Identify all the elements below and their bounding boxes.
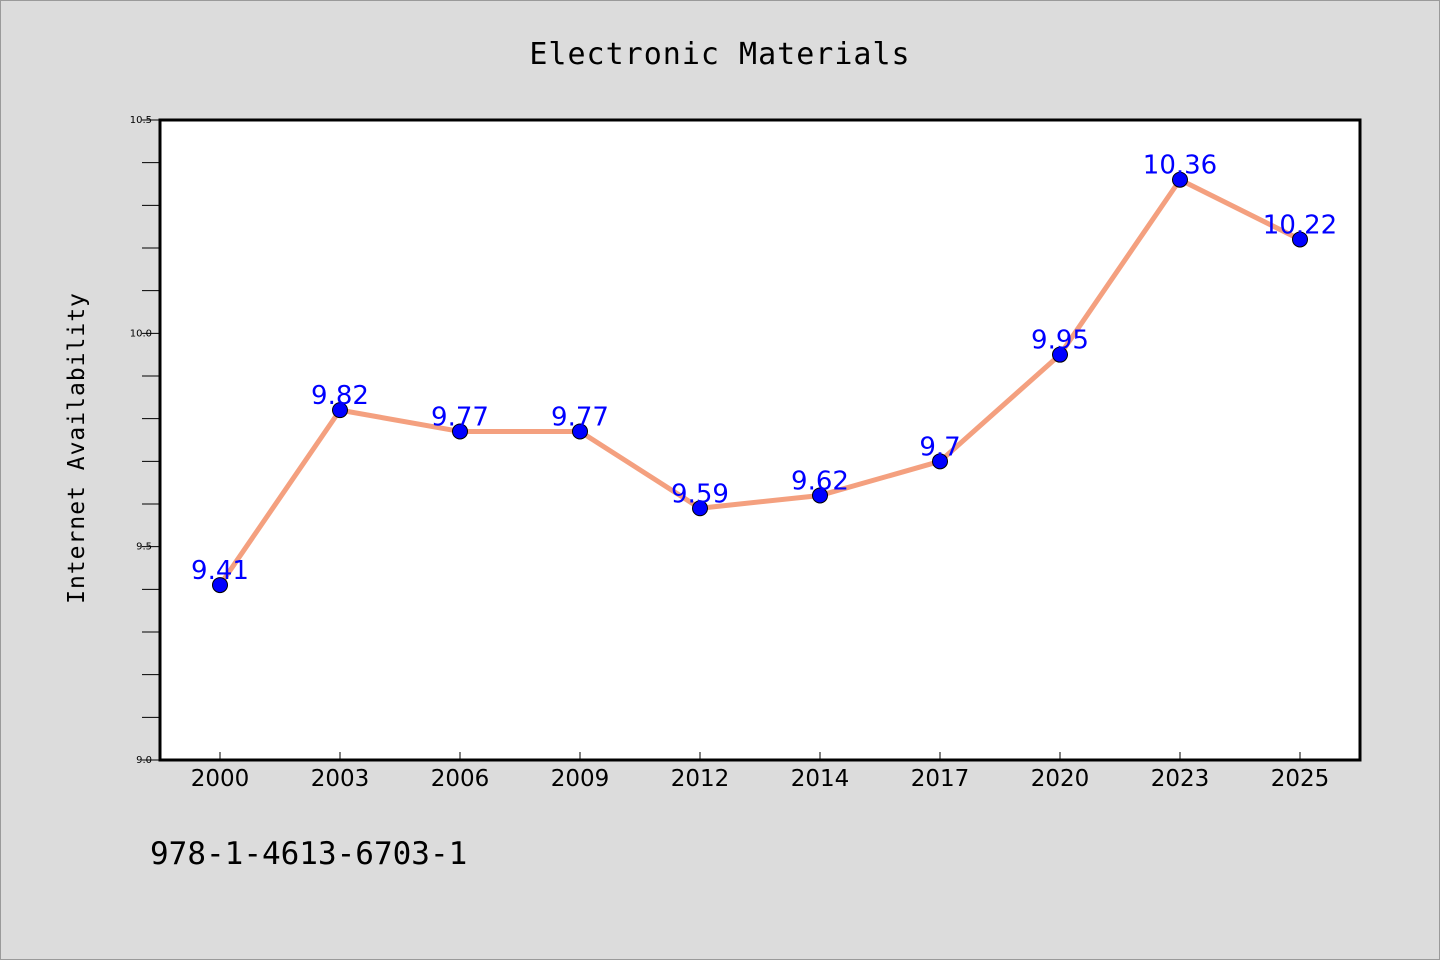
plot-area	[158, 118, 1362, 762]
data-label: 9.95	[1031, 326, 1089, 356]
y-tick-label: 9.0	[136, 755, 152, 766]
data-point	[572, 423, 588, 440]
x-tick-label: 2017	[911, 766, 970, 792]
y-tick-label: 10.5	[130, 115, 152, 126]
data-labels: 9.41 9.82 9.77 9.77 9.59 9.62 9.7 9.95 10.36 10.2…	[191, 151, 1337, 586]
data-label: 10.22	[1263, 210, 1337, 240]
x-tick-label: 2006	[431, 766, 490, 792]
data-point	[932, 453, 948, 470]
data-label: 9.62	[791, 466, 849, 496]
data-label: 9.59	[671, 479, 729, 509]
data-point	[1172, 171, 1188, 188]
data-point	[332, 402, 348, 419]
x-tick-label: 2014	[791, 766, 850, 792]
chart-title: Electronic Materials	[529, 37, 910, 72]
data-label: 9.77	[551, 402, 609, 432]
data-label: 9.82	[311, 381, 369, 411]
x-tick-label: 2000	[191, 766, 250, 792]
data-point	[692, 500, 708, 517]
series-line	[217, 177, 1303, 588]
data-point	[212, 577, 228, 594]
data-label: 9.7	[919, 432, 960, 462]
x-tick-label: 2020	[1031, 766, 1090, 792]
y-axis-label: Internet Availability	[64, 292, 90, 604]
x-tick-label: 2009	[551, 766, 610, 792]
isbn-footer: 978-1-4613-6703-1	[150, 836, 467, 872]
data-label: 9.41	[191, 556, 249, 586]
data-point	[812, 487, 828, 504]
data-point	[1052, 346, 1068, 363]
x-axis: 2000 2003 2006 2009 2012 2014 2017 2020 2023 2025	[191, 752, 1330, 792]
x-tick-label: 2023	[1151, 766, 1210, 792]
data-point	[1292, 231, 1308, 248]
data-label: 10.36	[1143, 151, 1217, 181]
x-tick-label: 2012	[671, 766, 730, 792]
y-tick-label: 10.0	[130, 328, 152, 339]
data-label: 9.77	[431, 402, 489, 432]
y-axis: 9.0 9.5 10.0 10.5	[130, 115, 160, 766]
x-tick-label: 2003	[311, 766, 370, 792]
series-group	[212, 171, 1308, 594]
x-tick-label: 2025	[1271, 766, 1330, 792]
y-tick-label: 9.5	[136, 542, 152, 553]
data-point	[452, 423, 468, 440]
